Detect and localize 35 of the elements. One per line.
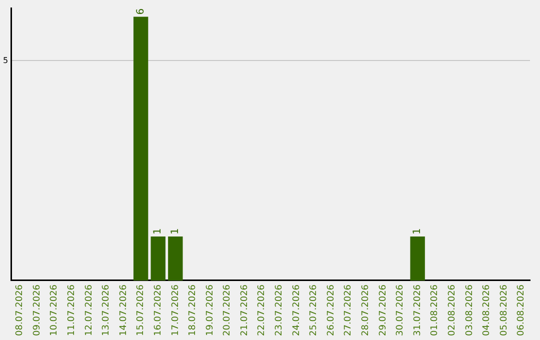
x-tick-label: 30.07.2026 xyxy=(396,284,406,336)
x-tick-label: 26.07.2026 xyxy=(326,284,336,336)
x-tick-label: 04.08.2026 xyxy=(482,284,492,336)
x-tick-label: 27.07.2026 xyxy=(344,284,354,336)
y-tick-label: 5 xyxy=(2,56,8,65)
x-tick-label: 25.07.2026 xyxy=(309,284,320,336)
data-label: 1 xyxy=(170,228,182,235)
x-tick-label: 08.07.2026 xyxy=(15,284,26,336)
x-tick-label: 01.08.2026 xyxy=(430,284,440,336)
x-tick-label: 13.07.2026 xyxy=(102,284,112,336)
x-tick-label: 06.08.2026 xyxy=(516,284,527,336)
x-tick-label: 12.07.2026 xyxy=(84,284,94,336)
x-tick-label: 11.07.2026 xyxy=(66,284,77,336)
x-tick-label: 20.07.2026 xyxy=(222,284,233,336)
data-label: 1 xyxy=(152,228,164,235)
x-tick-label: 02.08.2026 xyxy=(448,284,458,336)
x-tick-label: 09.07.2026 xyxy=(32,284,42,336)
x-tick-label: 23.07.2026 xyxy=(274,284,285,336)
x-tick-label: 24.07.2026 xyxy=(292,284,302,336)
x-tick-label: 14.07.2026 xyxy=(118,284,129,336)
x-tick-label: 19.07.2026 xyxy=(205,284,216,336)
x-tick-label: 29.07.2026 xyxy=(378,284,388,336)
data-label: 6 xyxy=(135,8,146,15)
x-tick-label: 31.07.2026 xyxy=(412,284,423,336)
x-tick-label: 05.08.2026 xyxy=(499,284,510,336)
x-tick-label: 15.07.2026 xyxy=(136,284,146,336)
x-tick-label: 18.07.2026 xyxy=(188,284,198,336)
x-tick-label: 17.07.2026 xyxy=(170,284,181,336)
x-tick-label: 21.07.2026 xyxy=(240,284,250,336)
x-tick-label: 16.07.2026 xyxy=(153,284,164,336)
x-tick-label: 03.08.2026 xyxy=(464,284,475,336)
data-label: 1 xyxy=(412,228,424,235)
x-tick-label: 22.07.2026 xyxy=(257,284,268,336)
x-tick-label: 28.07.2026 xyxy=(361,284,372,336)
x-tick-label: 10.07.2026 xyxy=(50,284,60,336)
